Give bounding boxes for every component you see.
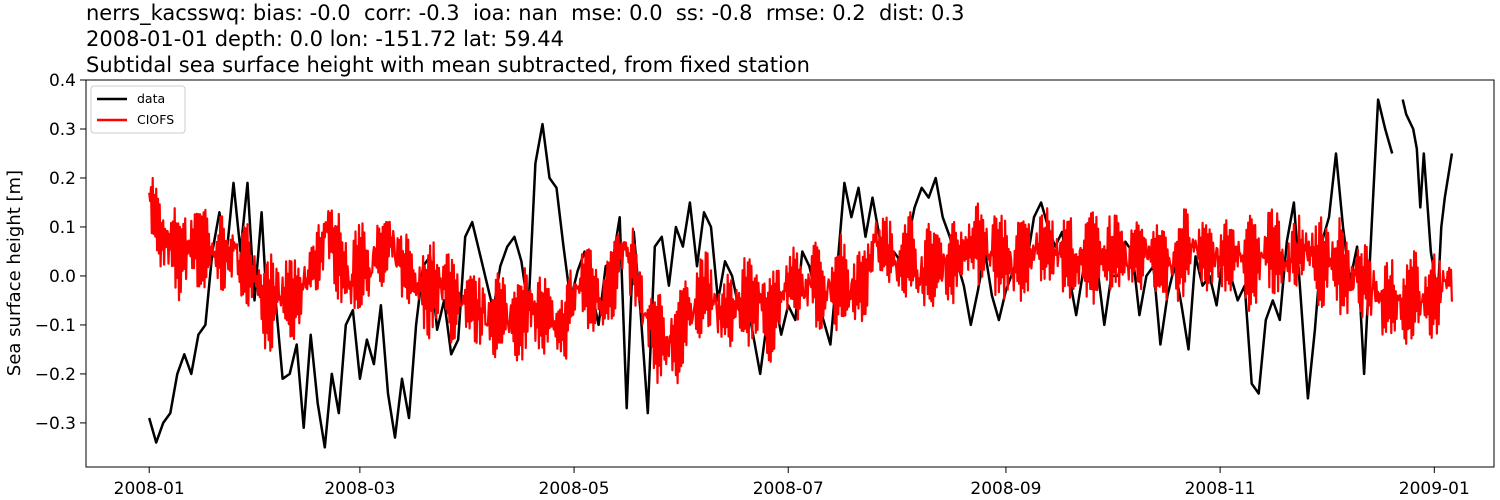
x-tick-label: 2008-03 [324, 479, 395, 499]
y-tick-label: 0.2 [49, 169, 76, 189]
legend-label-ciofs: CIOFS [137, 112, 174, 127]
x-tick-label: 2008-07 [753, 479, 824, 499]
x-tick-label: 2008-01 [114, 479, 185, 499]
x-tick-label: 2009-01 [1399, 479, 1470, 499]
chart-title: nerrs_kacsswq: bias: -0.0 corr: -0.3 ioa… [86, 0, 964, 78]
y-tick-label: 0.4 [49, 71, 76, 91]
y-tick-label: 0.0 [49, 267, 76, 287]
y-tick-label: −0.2 [35, 365, 76, 385]
title-location-line: 2008-01-01 depth: 0.0 lon: -151.72 lat: … [86, 27, 564, 51]
y-axis-label: Sea surface height [m] [4, 170, 25, 376]
axes-frame [85, 79, 1495, 468]
legend: data CIOFS [90, 85, 186, 134]
title-description-line: Subtidal sea surface height with mean su… [86, 53, 810, 77]
title-stats-line: nerrs_kacsswq: bias: -0.0 corr: -0.3 ioa… [86, 1, 965, 25]
y-tick-label: −0.3 [35, 414, 76, 434]
y-tick-label: 0.1 [49, 218, 76, 238]
x-tick-label: 2008-11 [1185, 479, 1256, 499]
legend-label-data: data [137, 91, 165, 106]
y-tick-label: −0.1 [35, 316, 76, 336]
y-tick-label: 0.3 [49, 120, 76, 140]
series-line-data-segment [1401, 99, 1454, 297]
x-tick-label: 2008-09 [970, 479, 1041, 499]
series-layer [147, 98, 1454, 449]
x-tick-label: 2008-05 [539, 479, 610, 499]
series-line-ciofs [148, 176, 1453, 385]
axes-layer: 2008-01 2008-03 2008-05 2008-07 2008-09 2008-… [35, 71, 1495, 499]
